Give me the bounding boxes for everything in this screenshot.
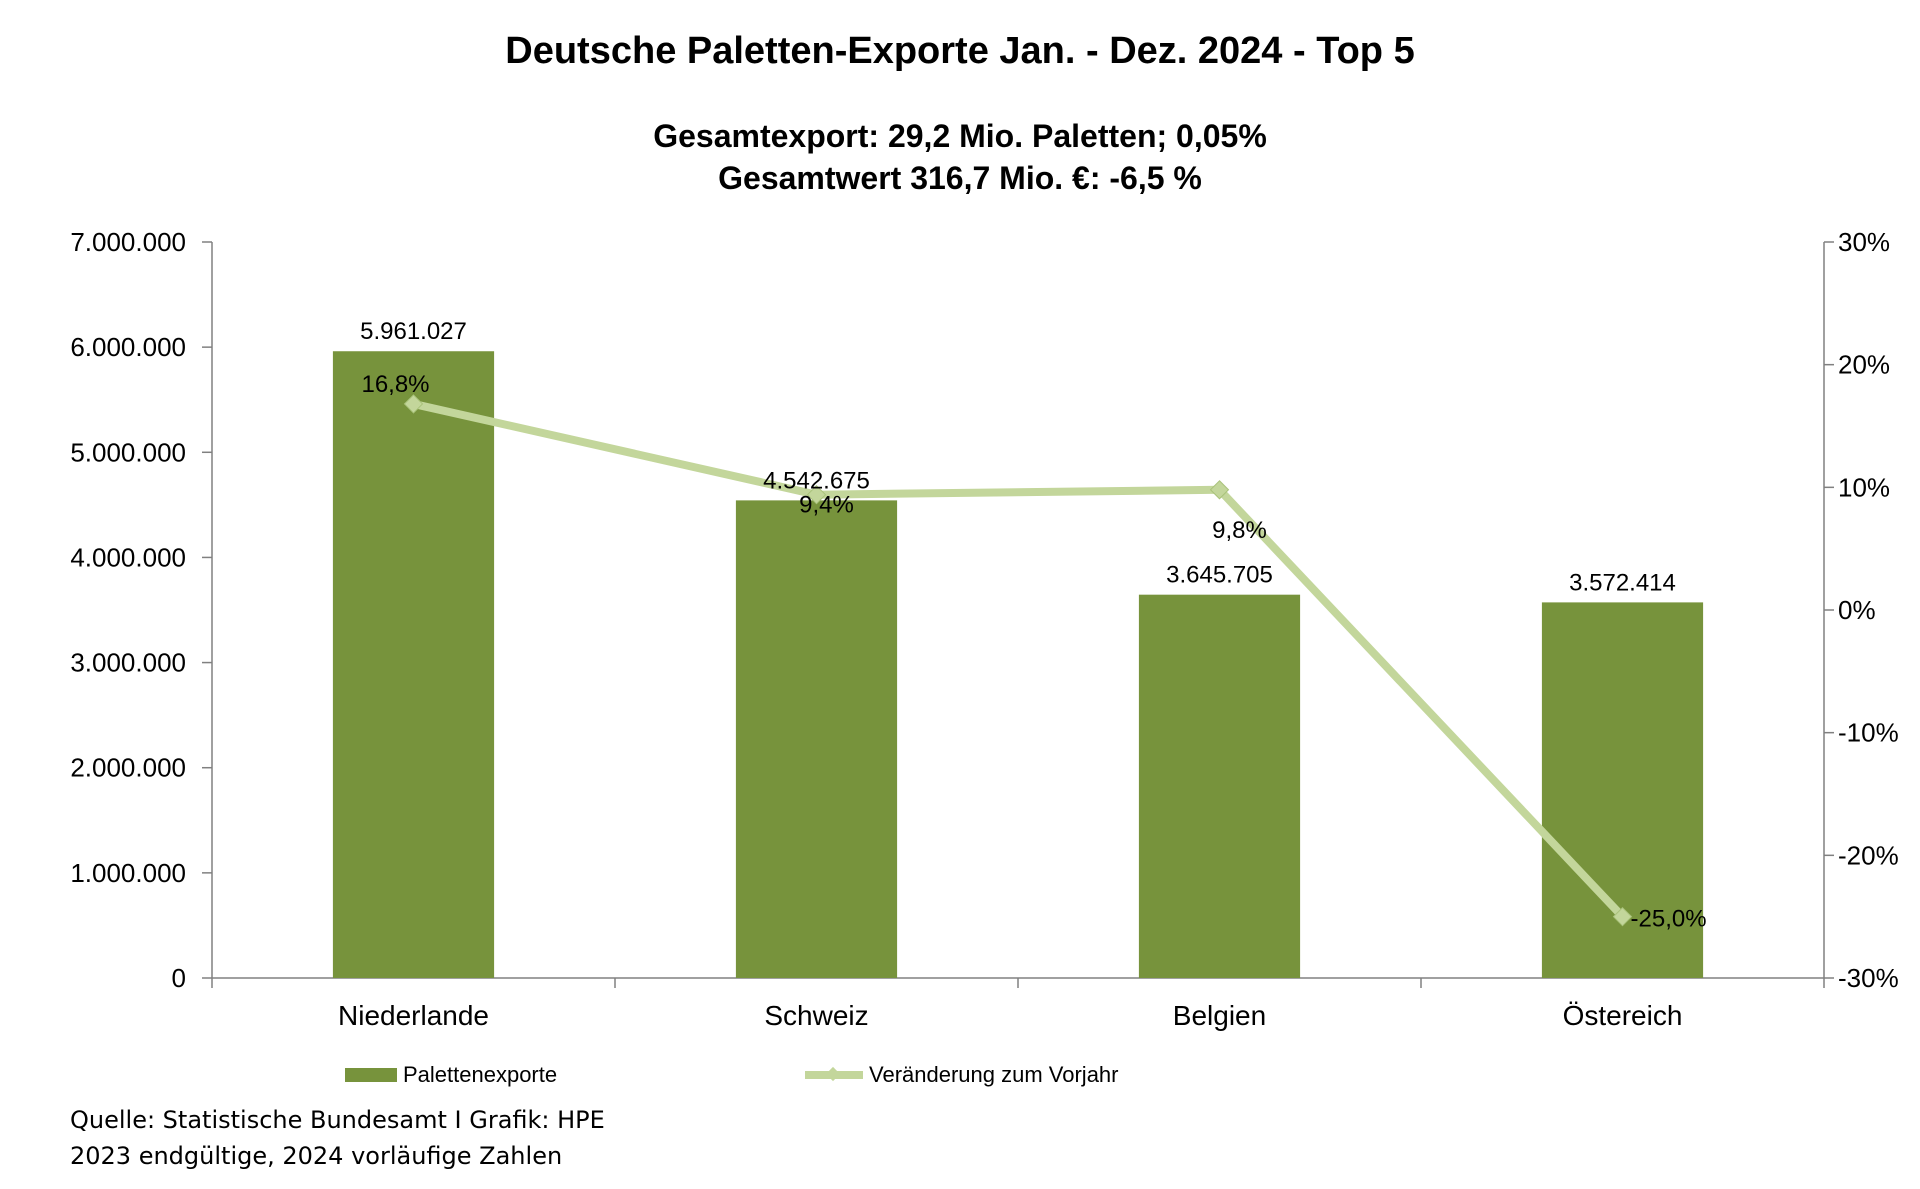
line-point-marker [1612, 906, 1633, 927]
bar-value-label: 3.645.705 [1166, 562, 1273, 589]
line-point-marker [1209, 480, 1230, 500]
x-tick-label: Östereich [1563, 1000, 1683, 1031]
x-tick-label: Niederlande [338, 1000, 489, 1031]
y-right-tick-label: -30% [1838, 963, 1899, 993]
bar [332, 351, 495, 978]
y-left-tick-label: 1.000.000 [70, 858, 186, 888]
line-series [403, 394, 1633, 927]
y-right-tick-label: 20% [1838, 350, 1890, 380]
chart-title: Deutsche Paletten-Exporte Jan. - Dez. 20… [505, 30, 1415, 72]
x-tick-label: Schweiz [764, 1000, 868, 1031]
y-left-tick-label: 3.000.000 [70, 648, 186, 678]
line-value-label: 16,8% [361, 371, 429, 398]
y-right-tick-label: 30% [1838, 227, 1890, 257]
footnote-note: 2023 endgültige, 2024 vorläufige Zahlen [70, 1142, 563, 1170]
bar [735, 500, 898, 978]
line-path [409, 399, 1627, 921]
legend-line-swatch [805, 1066, 863, 1082]
line-value-label: 9,4% [799, 492, 854, 519]
y-right-tick-label: -10% [1838, 718, 1899, 748]
line-value-label: 9,8% [1212, 517, 1267, 544]
legend-item-bars: Palettenexporte [345, 1062, 557, 1088]
line-point-marker [806, 484, 827, 505]
legend-label-bars: Palettenexporte [403, 1062, 558, 1087]
y-left-tick-label: 2.000.000 [70, 753, 186, 783]
line-point-marker [403, 394, 424, 414]
x-tick-label: Belgien [1173, 1000, 1266, 1031]
legend-label-line: Veränderung zum Vorjahr [869, 1062, 1119, 1087]
y-left-tick-label: 0 [172, 963, 186, 993]
bar-series [332, 351, 1704, 978]
y-left-tick-label: 5.000.000 [70, 437, 186, 467]
footnote-source: Quelle: Statistische Bundesamt I Grafik:… [70, 1106, 605, 1134]
legend-bar-swatch [345, 1068, 397, 1082]
data-labels: 5.961.027 4.542.675 3.645.705 3.572.414 16,8… [360, 318, 1706, 932]
y-left-tick-label: 6.000.000 [70, 332, 186, 362]
y-right-tick-label: 0% [1838, 595, 1876, 625]
bar [1138, 594, 1301, 978]
y-left-tick-label: 4.000.000 [70, 542, 186, 572]
bar-value-label: 5.961.027 [360, 318, 467, 345]
legend-item-line: Veränderung zum Vorjahr [805, 1062, 1119, 1088]
line-value-label: -25,0% [1631, 906, 1707, 933]
y-left-tick-label: 7.000.000 [70, 227, 186, 257]
bar-value-label: 4.542.675 [763, 467, 870, 494]
chart-subtitle-line-2: Gesamtwert 316,7 Mio. €: -6,5 % [718, 160, 1202, 196]
y-right-tick-label: 10% [1838, 472, 1890, 502]
y-right-tick-label: -20% [1838, 840, 1899, 870]
bar-value-label: 3.572.414 [1569, 569, 1676, 596]
chart-subtitle-line-1: Gesamtexport: 29,2 Mio. Paletten; 0,05% [653, 118, 1267, 154]
